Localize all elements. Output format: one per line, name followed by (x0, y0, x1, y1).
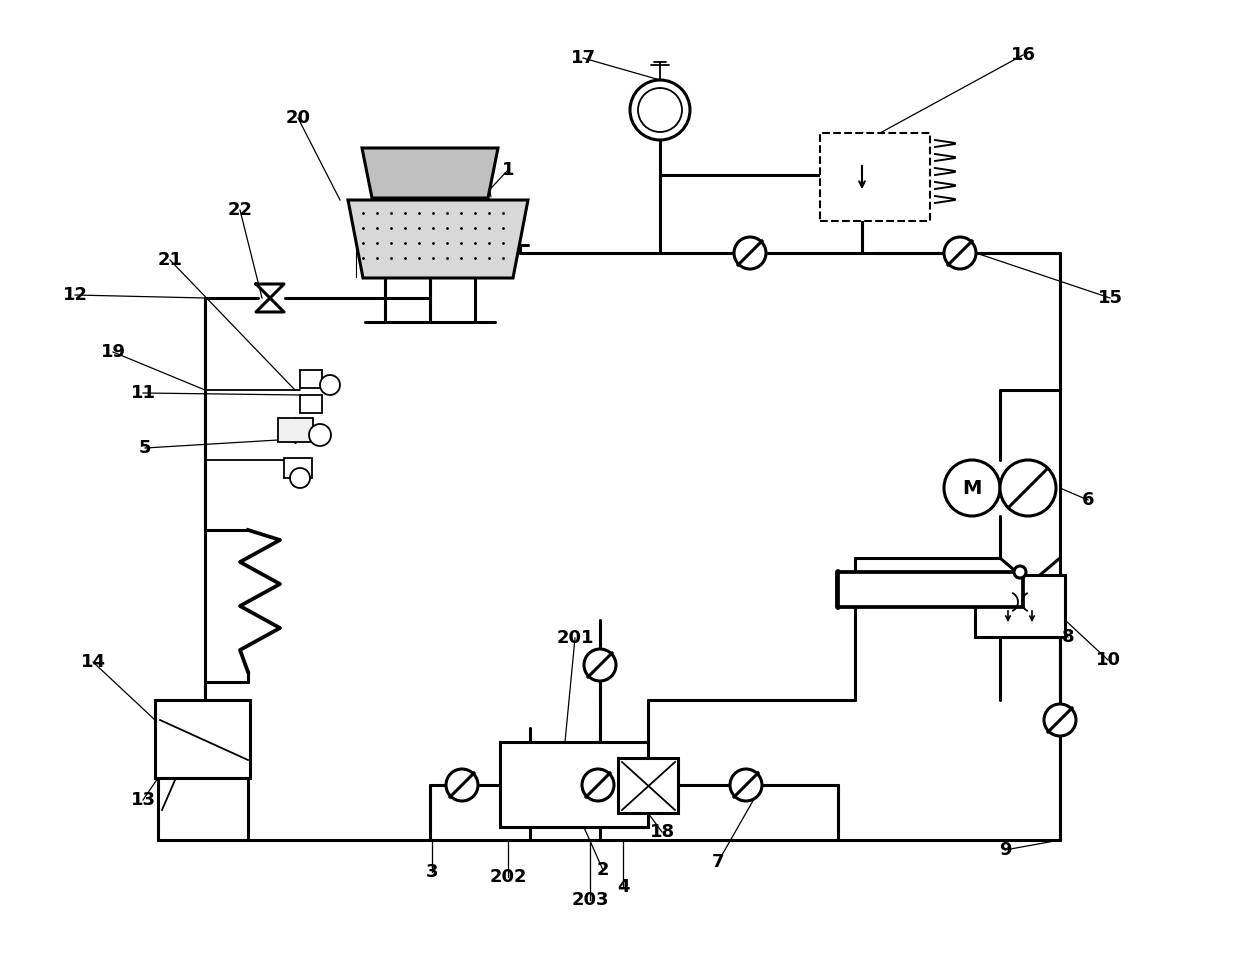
Circle shape (309, 424, 331, 446)
Text: 10: 10 (1095, 651, 1121, 669)
Bar (618, 758, 678, 813)
Text: 6: 6 (1081, 491, 1094, 509)
Polygon shape (348, 200, 528, 278)
Circle shape (582, 769, 614, 801)
Circle shape (630, 80, 689, 140)
Bar (278, 418, 312, 442)
Text: 8: 8 (1061, 628, 1074, 646)
Text: 22: 22 (227, 201, 253, 219)
Text: 7: 7 (712, 853, 724, 871)
Circle shape (1044, 704, 1076, 736)
Text: 201: 201 (557, 629, 594, 647)
Circle shape (944, 460, 999, 516)
Bar (157, 778, 248, 840)
Text: 9: 9 (998, 841, 1012, 859)
Bar (300, 370, 322, 388)
Text: 12: 12 (62, 286, 88, 304)
Text: 202: 202 (490, 868, 527, 886)
Circle shape (584, 649, 616, 681)
Text: 203: 203 (572, 891, 609, 909)
Polygon shape (362, 148, 498, 198)
Text: 11: 11 (130, 384, 155, 402)
Text: M: M (962, 479, 982, 497)
Text: 20: 20 (285, 109, 310, 127)
Text: 15: 15 (1097, 289, 1122, 307)
Bar (500, 742, 649, 827)
Circle shape (446, 769, 477, 801)
Bar (300, 395, 322, 413)
Text: 21: 21 (157, 251, 182, 269)
Text: 3: 3 (425, 863, 438, 881)
Circle shape (290, 468, 310, 488)
Text: 2: 2 (596, 861, 609, 879)
Circle shape (944, 237, 976, 269)
Bar (284, 458, 312, 478)
Circle shape (1014, 566, 1025, 578)
Bar (820, 133, 930, 221)
Text: 5: 5 (139, 439, 151, 457)
Bar (155, 700, 250, 778)
Text: 16: 16 (1011, 46, 1035, 64)
Text: 13: 13 (130, 791, 155, 809)
Text: 14: 14 (81, 653, 105, 671)
Text: 19: 19 (100, 343, 125, 361)
Circle shape (999, 460, 1056, 516)
Text: 1: 1 (502, 161, 515, 179)
Bar (838, 572, 1023, 607)
Text: 4: 4 (616, 878, 629, 896)
Circle shape (734, 237, 766, 269)
Text: 17: 17 (570, 49, 595, 67)
Circle shape (320, 375, 340, 395)
Bar (975, 575, 1065, 637)
Text: 18: 18 (650, 823, 675, 841)
Circle shape (730, 769, 763, 801)
Circle shape (639, 88, 682, 132)
